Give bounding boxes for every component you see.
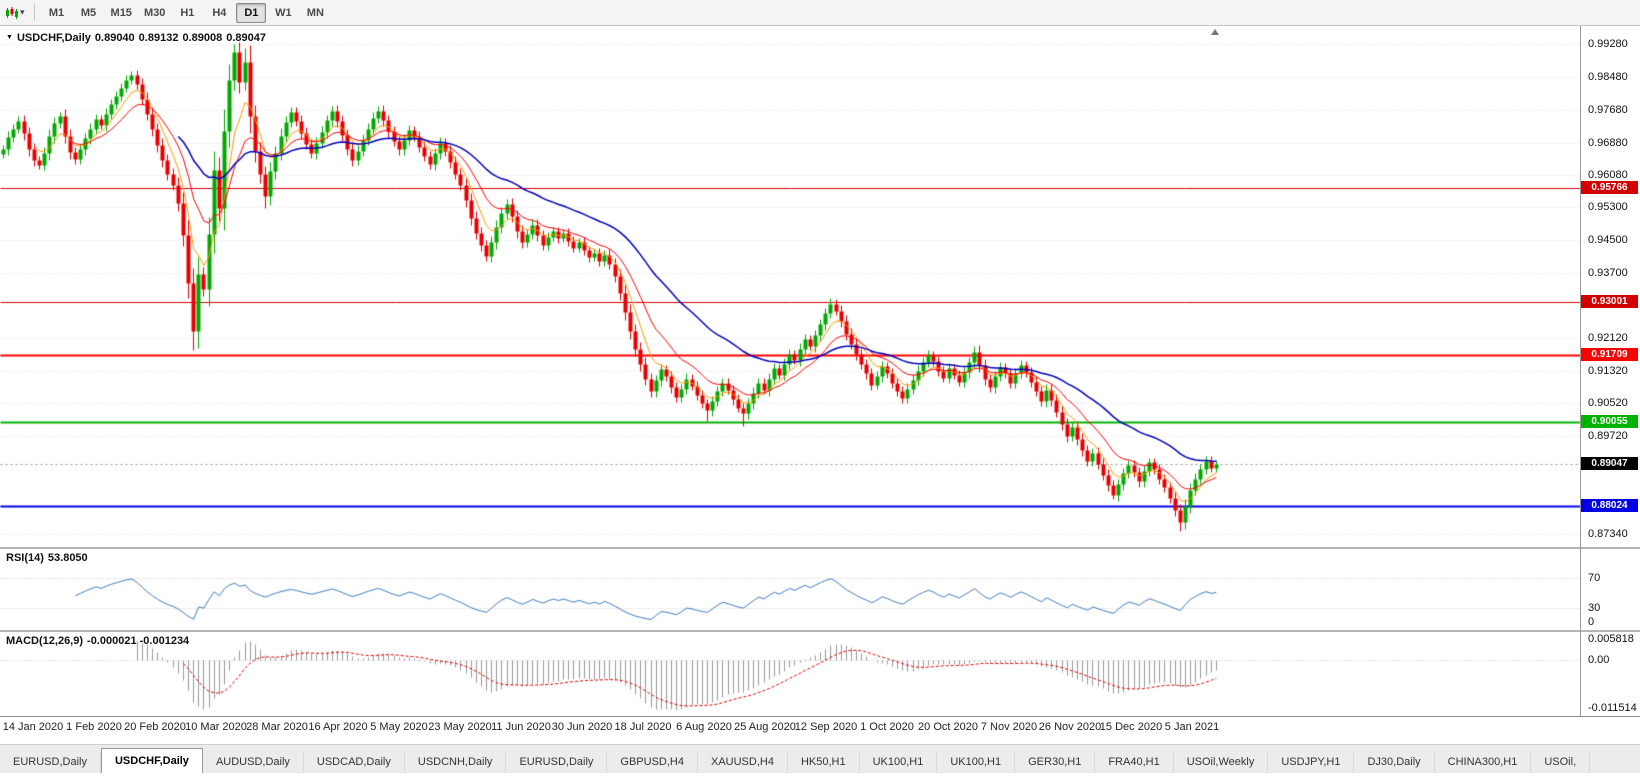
pane-resize-handle-rsi[interactable]	[0, 547, 1640, 549]
rsi-scale-label: 0	[1588, 616, 1595, 628]
price-scale-border	[1580, 26, 1581, 716]
price-tick-label: 0.97680	[1588, 103, 1628, 116]
toolbar: ▾ M1 M5 M15 M30 H1 H4 D1 W1 MN	[0, 0, 1640, 26]
timeframe-button-m15[interactable]: M15	[110, 6, 132, 19]
date-label: 10 Mar 2020	[185, 721, 247, 733]
price-tick-label: 0.96080	[1588, 169, 1628, 182]
tab-6-gbpusd-h4[interactable]: GBPUSD,H4	[607, 752, 698, 773]
macd-scale-max-label: 0.005818	[1588, 633, 1634, 645]
time-axis[interactable]: 14 Jan 2020 1 Feb 2020 20 Feb 2020 10 Mar 2…	[0, 716, 1640, 739]
rsi-name: RSI(14)	[6, 552, 44, 564]
date-label: 18 Jul 2020	[614, 721, 672, 733]
price-tick-label: 0.90520	[1588, 397, 1628, 410]
date-label: 7 Nov 2020	[980, 721, 1038, 733]
pane-resize-handle-macd[interactable]	[0, 630, 1640, 632]
tab-17-usoil-[interactable]: USOil,	[1531, 752, 1591, 773]
date-label: 28 Mar 2020	[246, 721, 308, 733]
timeframe-button-m30[interactable]: M30	[143, 6, 166, 19]
tab-0-eurusd-daily[interactable]: EURUSD,Daily	[0, 752, 101, 773]
rsi-scale-label: 30	[1588, 601, 1601, 614]
timeframe-button-d1[interactable]: D1	[236, 2, 267, 23]
tab-14-usdjpy-h1[interactable]: USDJPY,H1	[1268, 752, 1355, 773]
tab-7-xauusd-h4[interactable]: XAUUSD,H4	[698, 752, 788, 773]
price-tick-label: 0.94500	[1588, 234, 1628, 247]
price-tick-label: 0.96880	[1588, 136, 1628, 149]
date-label: 25 Aug 2020	[734, 721, 796, 733]
rsi-indicator-label: RSI(14) 53.8050	[6, 552, 92, 564]
date-label: 1 Oct 2020	[860, 721, 914, 733]
chart-type-icon[interactable]	[5, 6, 19, 20]
date-label: 6 Aug 2020	[676, 721, 732, 733]
price-line-tag: 0.91709	[1581, 347, 1638, 361]
ohlc-high-value: 0.89132	[138, 32, 179, 44]
date-label: 16 Apr 2020	[308, 721, 368, 733]
tab-10-uk100-h1[interactable]: UK100,H1	[937, 752, 1016, 773]
chart-shift-marker-icon[interactable]	[1211, 29, 1219, 35]
ohlc-low-value: 0.89008	[182, 32, 223, 44]
tab-12-fra40-h1[interactable]: FRA40,H1	[1095, 752, 1174, 773]
date-label: 23 May 2020	[428, 721, 492, 733]
macd-scale-min-label: -0.011514	[1588, 702, 1637, 714]
date-label: 11 Jun 2020	[491, 721, 551, 733]
date-label: 12 Sep 2020	[794, 721, 858, 733]
tab-1-usdchf-daily[interactable]: USDCHF,Daily	[100, 748, 203, 773]
timeframe-button-mn[interactable]: MN	[306, 6, 324, 19]
tab-2-audusd-daily[interactable]: AUDUSD,Daily	[203, 752, 304, 773]
price-tick-label: 0.93700	[1588, 266, 1628, 279]
tab-4-usdcnh-daily[interactable]: USDCNH,Daily	[405, 752, 507, 773]
price-line-tag: 0.93001	[1581, 294, 1638, 308]
date-label: 5 Jan 2021	[1164, 721, 1220, 733]
price-tick-label: 0.91320	[1588, 364, 1628, 377]
chart-type-dropdown-icon[interactable]: ▾	[20, 7, 25, 17]
date-label: 30 Jun 2020	[551, 721, 613, 733]
symbol-timeframe-label: USDCHF,Daily	[16, 32, 91, 44]
price-line-tag: 0.95766	[1581, 181, 1638, 195]
date-label: 14 Jan 2020	[2, 721, 64, 733]
rsi-current-value: 53.8050	[47, 552, 88, 564]
ohlc-open-value: 0.89040	[94, 32, 135, 44]
macd-scale-zero-label: 0.00	[1588, 654, 1610, 666]
ohlc-close-value: 0.89047	[226, 32, 266, 44]
tab-11-ger30-h1[interactable]: GER30,H1	[1015, 752, 1096, 773]
timeframe-button-m5[interactable]: M5	[80, 6, 97, 19]
date-label: 26 Nov 2020	[1038, 721, 1102, 733]
chart-tab-bar: EURUSD,Daily USDCHF,Daily AUDUSD,Daily USDC…	[0, 744, 1640, 773]
price-tick-label: 0.87340	[1588, 527, 1628, 540]
price-line-tag: 0.90055	[1581, 415, 1638, 429]
symbol-menu-icon[interactable]: ▼	[6, 34, 13, 41]
tab-16-china300-h1[interactable]: CHINA300,H1	[1435, 752, 1532, 773]
macd-indicator-label: MACD(12,26,9) -0.000021 -0.001234	[6, 635, 193, 647]
price-tick-label: 0.99280	[1588, 38, 1628, 51]
price-tick-label: 0.95300	[1588, 201, 1628, 214]
date-label: 20 Feb 2020	[124, 721, 186, 733]
tab-15-dj30-daily[interactable]: DJ30,Daily	[1354, 752, 1435, 773]
date-label: 1 Feb 2020	[66, 721, 122, 733]
date-label: 5 May 2020	[370, 721, 428, 733]
tab-5-eurusd-daily[interactable]: EURUSD,Daily	[506, 752, 608, 773]
rsi-scale-label: 70	[1588, 572, 1601, 585]
date-label: 15 Dec 2020	[1099, 721, 1163, 733]
macd-current-values: -0.000021 -0.001234	[87, 635, 190, 647]
date-label: 20 Oct 2020	[918, 721, 978, 733]
chart-title: ▼ USDCHF,Daily 0.89040 0.89132 0.89008 0.8904…	[6, 32, 270, 44]
timeframe-button-w1[interactable]: W1	[275, 6, 292, 19]
tab-3-usdcad-daily[interactable]: USDCAD,Daily	[304, 752, 405, 773]
current-price-tag: 0.89047	[1581, 456, 1638, 470]
price-line-tag: 0.88024	[1581, 498, 1638, 512]
price-tick-label: 0.89720	[1588, 430, 1628, 443]
price-chart-canvas[interactable]	[0, 26, 1640, 716]
timeframe-button-group: M1 M5 M15 M30 H1 H4 D1 W1 MN	[41, 2, 332, 23]
macd-name: MACD(12,26,9)	[6, 635, 84, 647]
timeframe-button-h1[interactable]: H1	[180, 6, 195, 19]
tab-8-hk50-h1[interactable]: HK50,H1	[788, 752, 860, 773]
toolbar-separator	[33, 4, 35, 21]
timeframe-button-h4[interactable]: H4	[212, 6, 227, 19]
price-scale[interactable]: 0.99280 0.98480 0.97680 0.96880 0.96080 0.953…	[1581, 26, 1640, 716]
tab-13-usoil-weekly[interactable]: USOil,Weekly	[1174, 752, 1269, 773]
price-tick-label: 0.98480	[1588, 70, 1628, 83]
timeframe-button-m1[interactable]: M1	[48, 6, 65, 19]
price-tick-label: 0.92120	[1588, 331, 1628, 344]
tab-9-uk100-h1[interactable]: UK100,H1	[860, 752, 938, 773]
